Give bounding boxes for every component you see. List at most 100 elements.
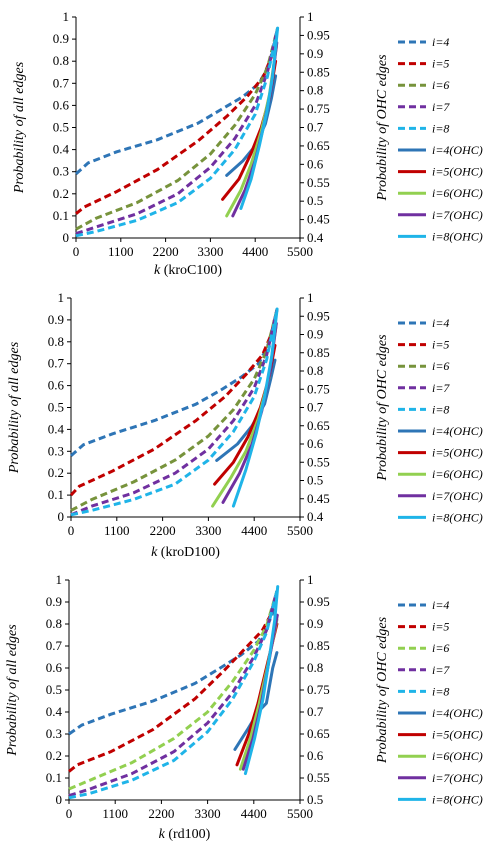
legend-label-i=8(OHC): i=8(OHC) — [432, 229, 483, 243]
series-line-i=7 — [70, 308, 279, 517]
legend-label-i=4: i=4 — [432, 35, 449, 49]
series-line-i=8(OHC) — [243, 585, 280, 776]
y2-tick-label: 0.7 — [307, 120, 324, 135]
y2-tick-label: 0.4 — [307, 230, 324, 245]
series-line-i=7 — [75, 27, 280, 236]
y-tick-label: 0 — [56, 792, 63, 807]
y-tick-label: 0.9 — [48, 312, 64, 327]
y-tick-label: 1 — [56, 572, 63, 587]
y-tick-label: 0.1 — [46, 770, 62, 785]
x-tick-label: 1100 — [102, 806, 128, 821]
legend-label-i=7: i=7 — [432, 100, 450, 114]
y2-tick-label: 0.45 — [307, 491, 330, 506]
x-axis-var: k — [159, 827, 169, 842]
y2-tick-label: 1 — [307, 572, 314, 587]
y2-tick-label: 0.45 — [307, 212, 330, 227]
legend-label-i=4(OHC): i=4(OHC) — [432, 424, 483, 438]
legend-label-i=6(OHC): i=6(OHC) — [432, 467, 483, 481]
y2-tick-label: 0.75 — [307, 682, 330, 697]
series-line-i=8 — [75, 27, 280, 238]
x-axis-name: (rd100) — [168, 827, 210, 842]
legend-label-i=5(OHC): i=5(OHC) — [432, 165, 483, 179]
y-tick-label: 0.5 — [46, 682, 62, 697]
y-axis-title: Probability of all edges — [12, 61, 27, 194]
y2-tick-label: 1 — [307, 290, 314, 305]
series-line-i=6 — [68, 590, 279, 791]
y2-tick-label: 0.65 — [307, 726, 330, 741]
y2-tick-label: 0.75 — [307, 381, 330, 396]
x-tick-label: 1100 — [104, 523, 130, 538]
y2-tick-label: 0.6 — [307, 156, 324, 171]
x-tick-label: 2200 — [150, 523, 176, 538]
y2-tick-label: 0.85 — [307, 638, 330, 653]
series-line-i=8 — [68, 590, 279, 800]
y-tick-label: 0 — [63, 230, 70, 245]
x-tick-label: 1100 — [108, 244, 134, 259]
y-tick-label: 0.9 — [46, 594, 62, 609]
legend-label-i=6: i=6 — [432, 78, 449, 92]
y2-axis-title: Probability of OHC edges — [375, 334, 390, 482]
series-line-i=8(OHC) — [239, 26, 280, 210]
legend-label-i=6: i=6 — [432, 641, 449, 655]
y-tick-label: 0.5 — [53, 120, 69, 135]
legend-label-i=7: i=7 — [432, 663, 450, 677]
legend-label-i=4: i=4 — [432, 316, 449, 330]
y-tick-label: 0.7 — [48, 356, 65, 371]
y-tick-label: 0.2 — [46, 748, 62, 763]
y2-tick-label: 0.8 — [307, 83, 323, 98]
legend-label-i=8(OHC): i=8(OHC) — [432, 510, 483, 524]
x-tick-label: 0 — [66, 806, 73, 821]
legend-label-i=7(OHC): i=7(OHC) — [432, 771, 483, 785]
y-tick-label: 0.6 — [46, 660, 63, 675]
y2-tick-label: 0.55 — [307, 175, 330, 190]
y2-tick-label: 0.85 — [307, 345, 330, 360]
legend-label-i=7(OHC): i=7(OHC) — [432, 489, 483, 503]
chart-panel-3: 0 0.1 0.2 0.3 0.4 0.5 0.6 0.7 0.8 0.9 1 0.5 0.55 0.6 0… — [5, 572, 483, 842]
y2-tick-label: 0.8 — [307, 660, 323, 675]
y2-tick-label: 0.6 — [307, 748, 324, 763]
y-axis-title: Probability of all edges — [7, 341, 22, 474]
y2-tick-label: 0.4 — [307, 509, 324, 524]
y2-tick-label: 0.9 — [307, 616, 323, 631]
legend-label-i=5: i=5 — [432, 338, 449, 352]
x-tick-label: 2200 — [148, 806, 174, 821]
y-tick-label: 0.4 — [46, 704, 63, 719]
x-axis-name: (kroD100) — [161, 545, 220, 560]
x-tick-label: 5500 — [287, 523, 313, 538]
y-tick-label: 0.4 — [48, 421, 65, 436]
x-tick-label: 3300 — [195, 523, 221, 538]
y2-tick-label: 0.55 — [307, 454, 330, 469]
y-tick-label: 1 — [58, 290, 65, 305]
x-axis-var: k — [151, 545, 161, 560]
y2-axis-title: Probability of OHC edges — [375, 616, 390, 764]
series-line-i=7 — [68, 590, 279, 798]
y-tick-label: 0.8 — [46, 616, 62, 631]
y2-tick-label: 0.95 — [307, 594, 330, 609]
y-axis-title: Probability of all edges — [5, 624, 20, 757]
y-tick-label: 0.3 — [48, 443, 64, 458]
y2-tick-label: 0.8 — [307, 363, 323, 378]
y2-tick-label: 0.65 — [307, 138, 330, 153]
legend-label-i=4: i=4 — [432, 598, 449, 612]
y-tick-label: 0.9 — [53, 31, 69, 46]
series-line-i=4 — [74, 27, 280, 176]
y-tick-label: 0.7 — [53, 75, 70, 90]
y2-tick-label: 0.5 — [307, 473, 323, 488]
y2-tick-label: 0.65 — [307, 418, 330, 433]
x-tick-label: 3300 — [197, 244, 223, 259]
x-tick-label: 4400 — [242, 244, 268, 259]
y-tick-label: 0 — [58, 509, 65, 524]
y2-axis-title: Probability of OHC edges — [375, 54, 390, 202]
y-tick-label: 0.3 — [46, 726, 62, 741]
y-tick-label: 0.1 — [53, 208, 69, 223]
y-tick-label: 1 — [63, 9, 70, 24]
legend-label-i=4(OHC): i=4(OHC) — [432, 143, 483, 157]
legend-label-i=5: i=5 — [432, 57, 449, 71]
series-line-i=6 — [70, 308, 279, 512]
y2-tick-label: 0.5 — [307, 792, 323, 807]
legend-label-i=6(OHC): i=6(OHC) — [432, 186, 483, 200]
y2-tick-label: 0.95 — [307, 308, 330, 323]
x-axis-title: k (kroD100) — [151, 545, 220, 560]
y-tick-label: 0.6 — [48, 378, 65, 393]
